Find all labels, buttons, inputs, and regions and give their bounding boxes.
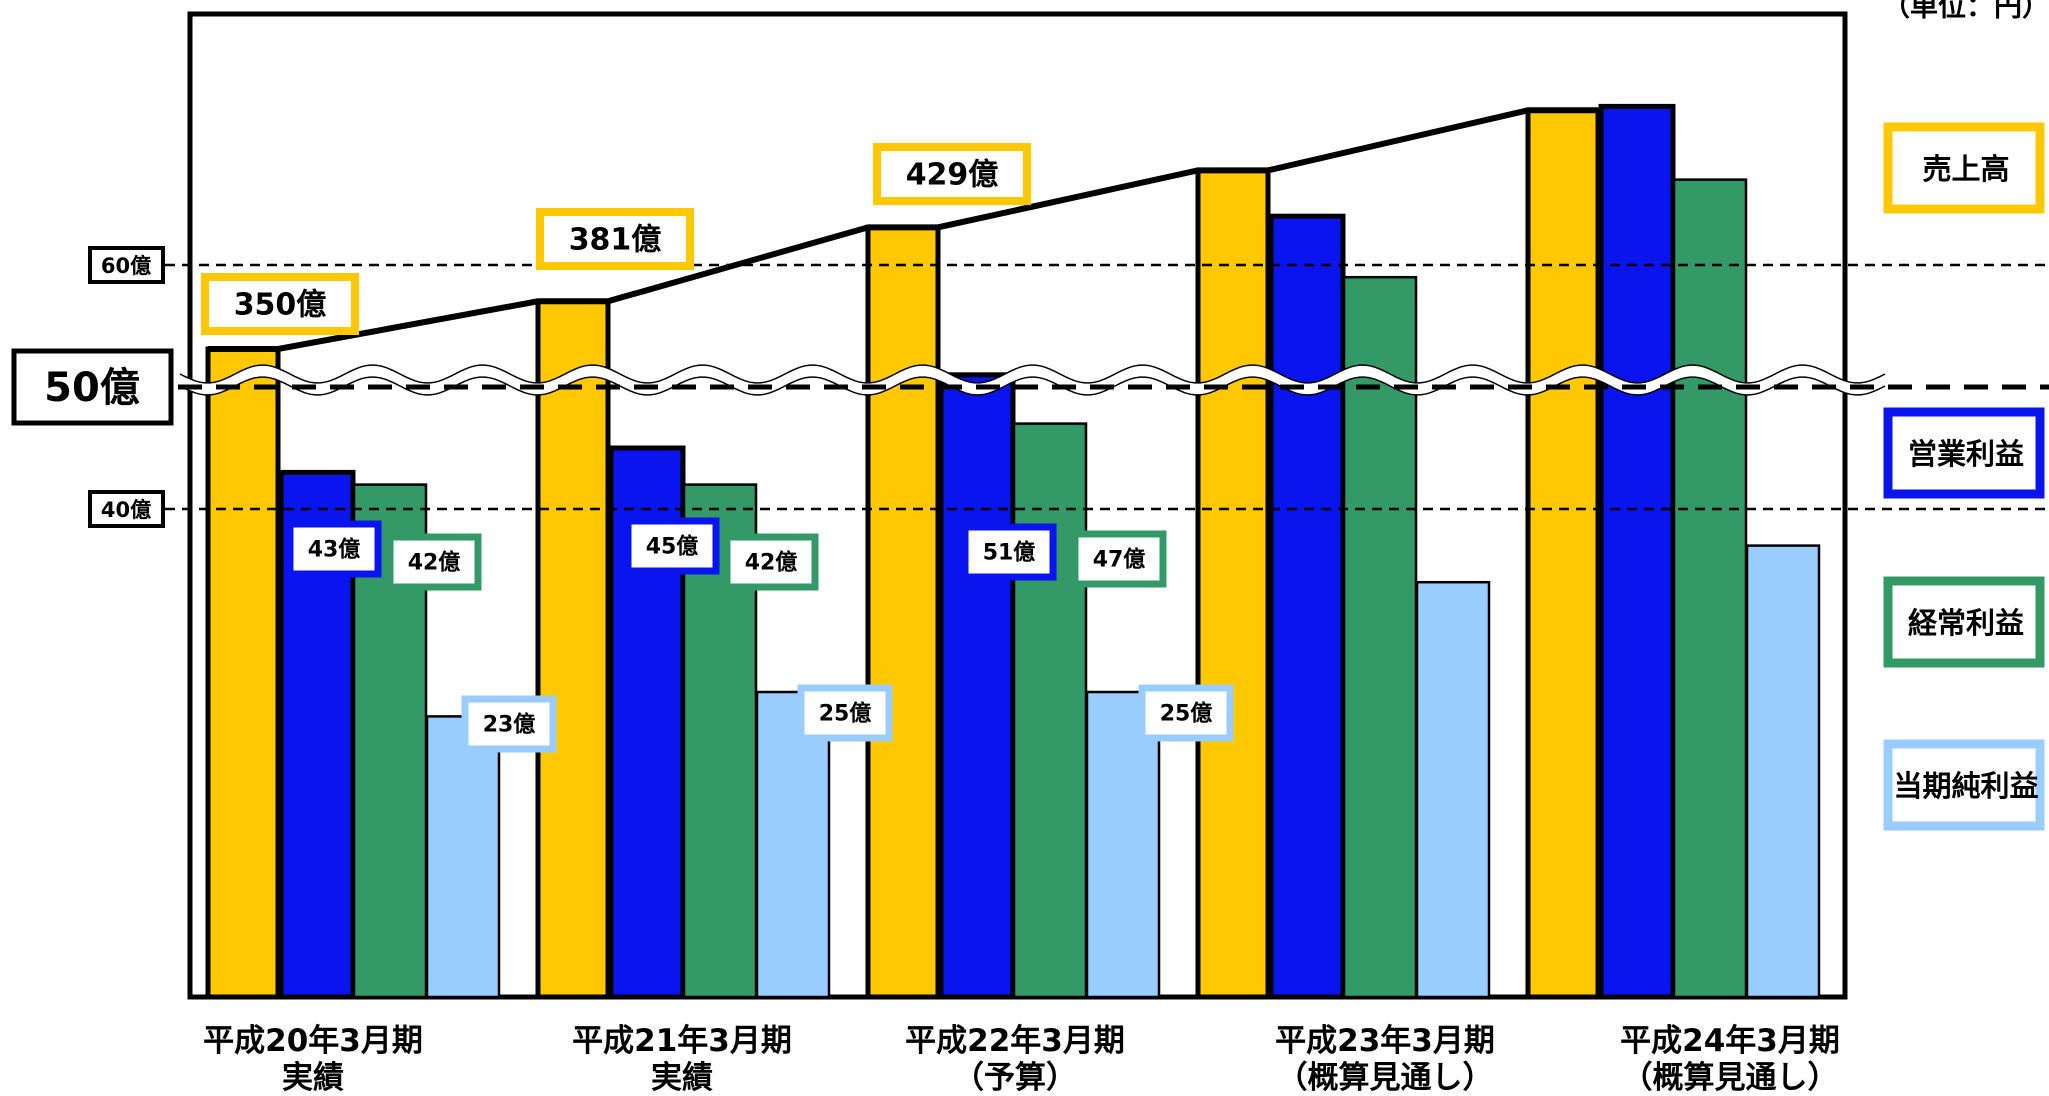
datalabel-net-0: 23億 <box>483 712 536 738</box>
datalabel-operating-1: 45億 <box>646 534 699 560</box>
legend-box-operating <box>1883 407 2045 499</box>
xtick-sublabel-1: 実績 <box>651 1060 713 1096</box>
datalabel-box-operating-0 <box>286 520 382 578</box>
bar-ordinary-3 <box>1342 275 1418 999</box>
reference-label-40: 40億 <box>101 498 151 522</box>
bar-net-3 <box>1415 580 1491 999</box>
datalabel-sales-2: 429億 <box>906 158 999 193</box>
bar-net-0 <box>425 715 501 999</box>
bar-ordinary-2 <box>1012 422 1088 999</box>
axis-break-line-top <box>179 364 1886 384</box>
legend-box-net <box>1883 739 2045 831</box>
bar-sales-1 <box>535 298 611 1000</box>
legend-box-sales <box>1883 122 2045 214</box>
reference-label-50: 50億 <box>44 365 140 411</box>
xtick-sublabel-4: （概算見通し） <box>1622 1060 1839 1096</box>
bar-net-2 <box>1085 690 1161 999</box>
bar-operating-2 <box>938 372 1016 1000</box>
datalabel-operating-2: 51億 <box>983 540 1036 566</box>
datalabel-box-net-2 <box>1138 684 1234 742</box>
unit-label: （単位：円） <box>1882 0 2049 23</box>
datalabel-ordinary-1: 42億 <box>745 550 798 576</box>
datalabel-box-net-0 <box>461 695 557 753</box>
axis-break-band <box>180 365 1885 395</box>
datalabel-box-ordinary-2 <box>1071 530 1167 588</box>
datalabel-box-sales-2 <box>873 143 1031 205</box>
bar-operating-3 <box>1268 213 1346 1000</box>
datalabel-box-sales-0 <box>201 273 359 335</box>
bar-net-1 <box>755 690 831 999</box>
datalabel-operating-0: 43億 <box>308 537 361 563</box>
legend-label-sales: 売上高 <box>1922 152 2009 186</box>
reference-label-box-50 <box>11 348 174 426</box>
xtick-sublabel-2: （予算） <box>953 1060 1077 1096</box>
datalabel-ordinary-0: 42億 <box>408 550 461 576</box>
xtick-label-1: 平成21年3月期 <box>572 1023 792 1059</box>
bar-net-4 <box>1745 544 1821 999</box>
bar-sales-3 <box>1195 167 1271 1000</box>
datalabel-net-1: 25億 <box>819 701 872 727</box>
xtick-sublabel-3: （概算見通し） <box>1277 1060 1494 1096</box>
bar-sales-4 <box>1525 107 1601 1000</box>
xtick-label-2: 平成22年3月期 <box>905 1023 1125 1059</box>
bar-sales-2 <box>865 224 941 1000</box>
axis-break-line-bottom <box>179 376 1886 396</box>
datalabel-sales-1: 381億 <box>569 223 662 258</box>
datalabel-box-sales-1 <box>536 208 694 270</box>
legend-label-ordinary: 経常利益 <box>1908 606 2024 640</box>
reference-label-60: 60億 <box>101 254 151 278</box>
legend-label-operating: 営業利益 <box>1908 437 2024 471</box>
bar-sales-0 <box>205 346 281 1000</box>
sales-trend-line <box>208 107 1598 352</box>
datalabel-box-ordinary-1 <box>723 533 819 591</box>
reference-label-box-60 <box>88 246 165 284</box>
datalabel-box-operating-2 <box>961 523 1057 581</box>
xtick-label-0: 平成20年3月期 <box>203 1023 423 1059</box>
bar-operating-4 <box>1598 103 1676 1000</box>
legend-box-ordinary <box>1883 576 2045 668</box>
xtick-sublabel-0: 実績 <box>282 1060 344 1096</box>
datalabel-box-operating-1 <box>624 517 720 575</box>
xtick-label-4: 平成24年3月期 <box>1620 1023 1840 1059</box>
legend-label-net: 当期純利益 <box>1893 769 2038 803</box>
datalabel-box-net-1 <box>797 684 893 742</box>
datalabel-ordinary-2: 47億 <box>1093 547 1146 573</box>
datalabel-net-2: 25億 <box>1160 701 1213 727</box>
datalabel-box-ordinary-0 <box>386 533 482 591</box>
xtick-label-3: 平成23年3月期 <box>1275 1023 1495 1059</box>
datalabel-sales-0: 350億 <box>234 288 327 323</box>
bar-ordinary-4 <box>1672 178 1748 999</box>
reference-label-box-40 <box>88 490 165 528</box>
